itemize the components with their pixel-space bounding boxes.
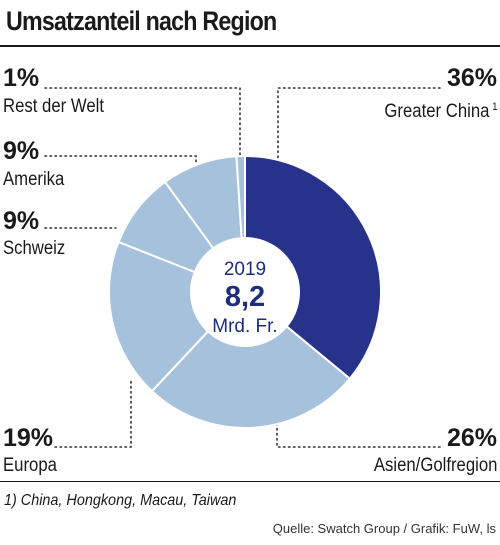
label-europa-pct: 19% [3, 424, 54, 452]
label-china-text: Greater China [383, 101, 489, 122]
slice-rest-der-welt [235, 154, 246, 240]
leader-china [277, 87, 441, 166]
leader-rest [44, 87, 241, 161]
slice-greater-china [244, 154, 382, 381]
donut-slices [108, 154, 382, 429]
chart-title: Umsatzanteil nach Region [6, 6, 277, 36]
label-china-pct: 36% [446, 64, 497, 92]
slice-asien-golfregion [150, 325, 352, 429]
label-amerika-name: Amerika [3, 169, 65, 190]
leader-europa [54, 377, 132, 448]
label-china-name: Greater China 1 [384, 96, 497, 123]
label-asien-pct: 26% [446, 424, 497, 452]
footer-rule [0, 481, 500, 482]
label-amerika-pct: 9% [3, 137, 40, 165]
label-europa-name: Europa [3, 455, 57, 476]
footnote: 1) China, Hongkong, Macau, Taiwan [4, 492, 237, 509]
center-unit: Mrd. Fr. [212, 316, 277, 337]
label-asien-name: Asien/Golfregion [373, 455, 497, 476]
leader-asien [276, 417, 441, 448]
source-credit: Quelle: Swatch Group / Grafik: FuW, ls [272, 521, 496, 536]
title-rule [0, 45, 500, 47]
donut-hole [192, 239, 298, 345]
center-year: 2019 [224, 259, 266, 280]
label-schweiz-name: Schweiz [3, 238, 66, 259]
label-schweiz-pct: 9% [3, 207, 40, 235]
label-rest-pct: 1% [3, 64, 40, 92]
label-rest-name: Rest der Welt [3, 96, 104, 117]
leader-lines [44, 87, 441, 448]
leader-amerika [44, 155, 197, 169]
center-total: 8,2 [225, 281, 265, 313]
label-china-footnote-mark: 1 [491, 101, 497, 113]
center-label: 2019 8,2 Mrd. Fr. [212, 259, 277, 337]
slice-europa [108, 240, 210, 393]
